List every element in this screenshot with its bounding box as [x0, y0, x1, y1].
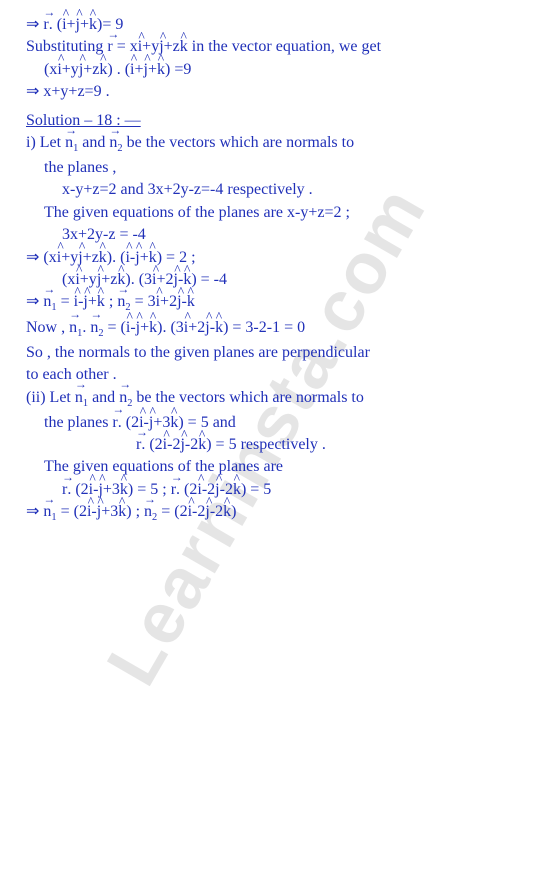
line-i-3: x-y+z=2 and 3x+2y-z=-4 respectively . [26, 181, 518, 199]
line-ii-2: the planes r. (2i-j+3k) = 5 and [26, 414, 518, 432]
line-i-11: to each other . [26, 366, 518, 384]
line-i-4: The given equations of the planes are x-… [26, 204, 518, 222]
line-3: (xi+yj+zk) . (i+j+k) =9 [26, 61, 518, 79]
solution-18-heading: Solution – 18 : — [26, 112, 518, 130]
line-i-9: Now , n1. n2 = (i-j+k). (3i+2j-k) = 3-2-… [26, 319, 518, 340]
line-1: ⇒ r. (i+j+k)= 9 [26, 16, 518, 34]
line-i-10: So , the normals to the given planes are… [26, 344, 518, 362]
line-ii-1: (ii) Let n1 and n2 be the vectors which … [26, 389, 518, 410]
line-i-2: the planes , [26, 159, 518, 177]
line-i-1: i) Let n1 and n2 be the vectors which ar… [26, 134, 518, 155]
line-4: ⇒ x+y+z=9 . [26, 83, 518, 101]
line-ii-3: r. (2i-2j-2k) = 5 respectively . [26, 436, 518, 454]
handwritten-notes: ⇒ r. (i+j+k)= 9 Substituting r = xi+yj+z… [0, 0, 534, 538]
line-ii-6: ⇒ n1 = (2i-j+3k) ; n2 = (2i-2j-2k) [26, 503, 518, 524]
